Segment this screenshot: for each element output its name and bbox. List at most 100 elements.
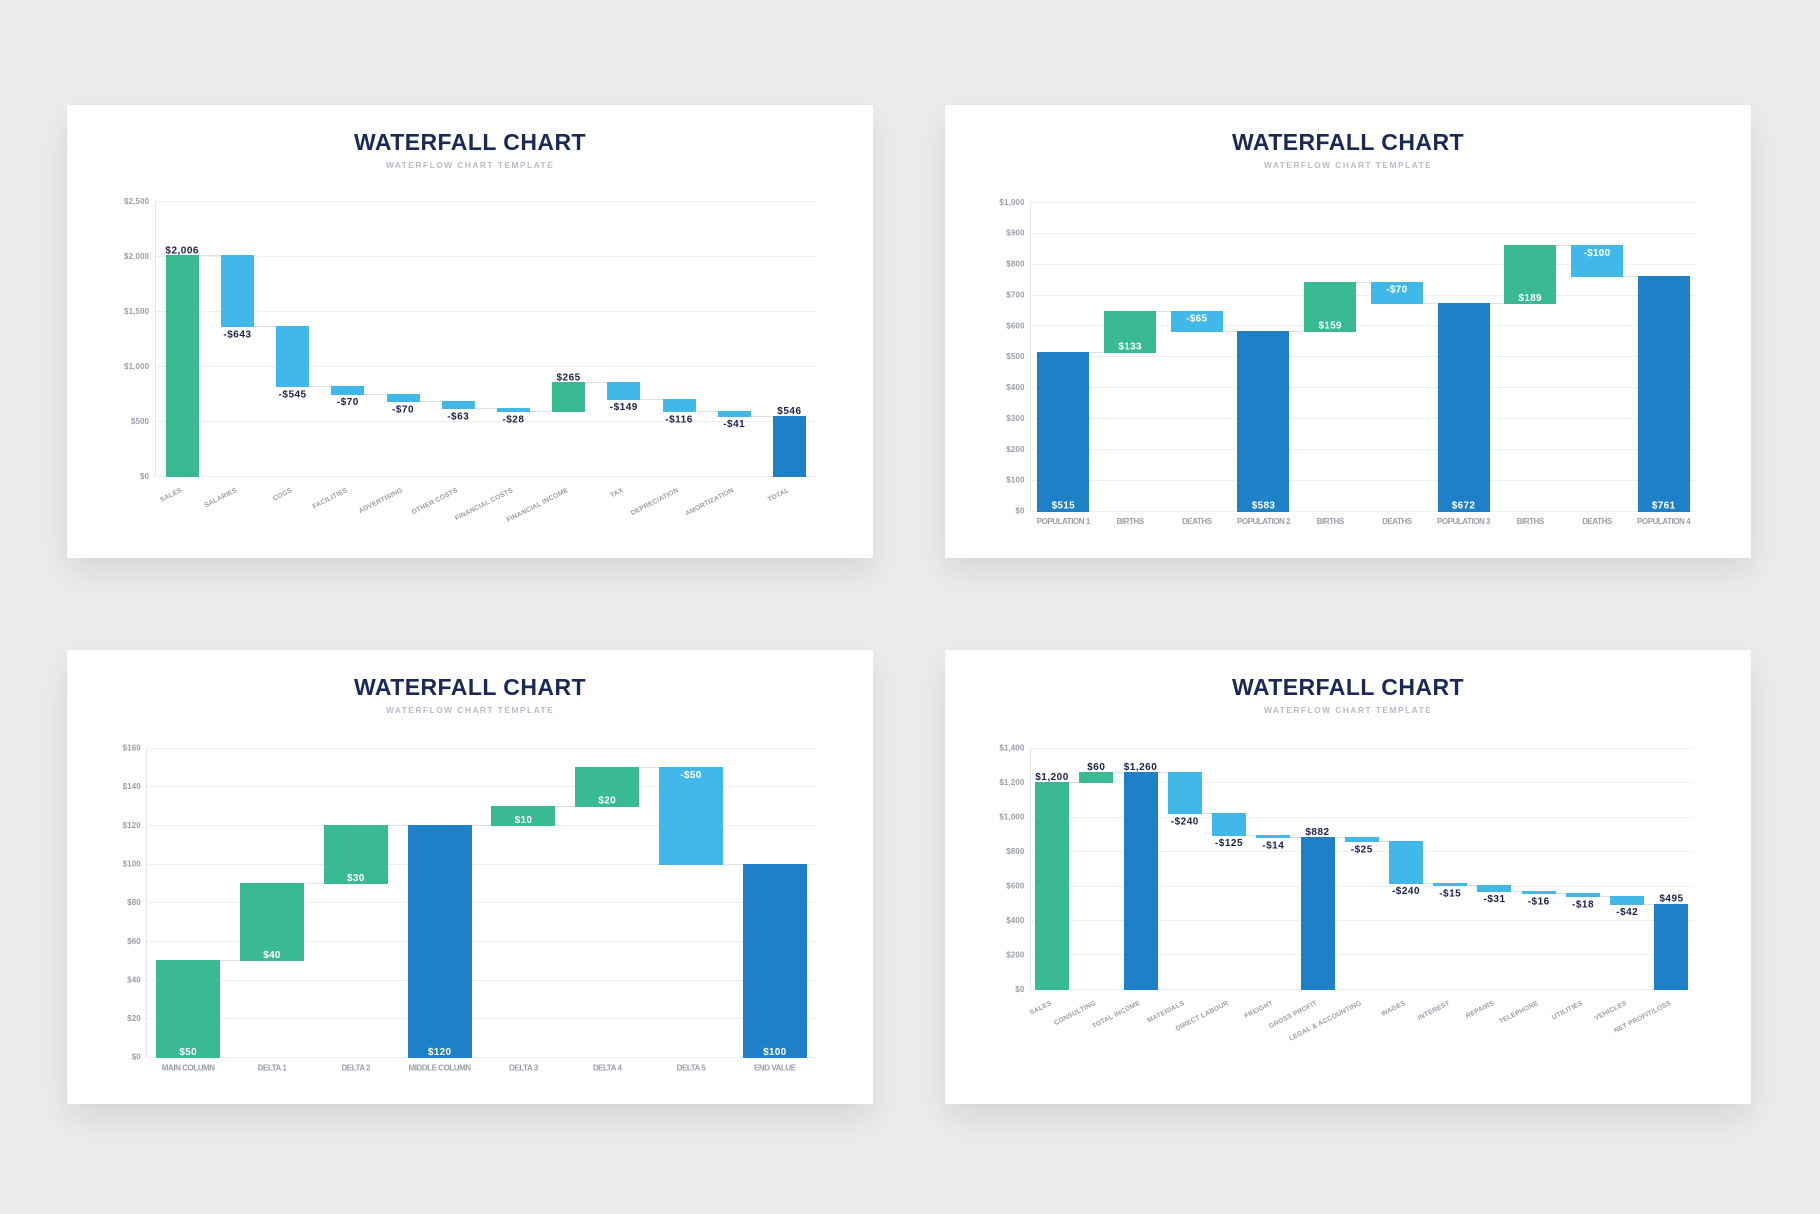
svg-text:$40: $40 <box>127 975 141 984</box>
svg-text:$140: $140 <box>123 782 142 791</box>
svg-text:-$65: -$65 <box>1186 314 1207 325</box>
svg-text:$0: $0 <box>132 1053 142 1062</box>
svg-text:$100: $100 <box>123 860 142 869</box>
svg-text:COGS: COGS <box>272 487 294 503</box>
svg-text:$265: $265 <box>556 372 580 383</box>
svg-text:LEGAL & ACCOUNTING: LEGAL & ACCOUNTING <box>1288 1000 1363 1043</box>
svg-text:FREIGHT: FREIGHT <box>1244 1000 1275 1021</box>
svg-text:$0: $0 <box>1015 985 1025 994</box>
svg-text:DELTA 4: DELTA 4 <box>593 1063 623 1072</box>
svg-text:POPULATION 4: POPULATION 4 <box>1637 517 1691 526</box>
svg-text:-$42: -$42 <box>1616 907 1638 918</box>
svg-text:WAGES: WAGES <box>1381 1000 1408 1018</box>
svg-text:-$116: -$116 <box>665 415 693 426</box>
svg-text:INTEREST: INTEREST <box>1417 1000 1452 1022</box>
svg-text:FACILITIES: FACILITIES <box>312 487 349 511</box>
svg-text:$500: $500 <box>131 417 150 426</box>
svg-text:TAX: TAX <box>609 487 625 500</box>
svg-text:$1,400: $1,400 <box>999 744 1025 753</box>
svg-text:-$14: -$14 <box>1262 841 1284 852</box>
svg-text:$1,200: $1,200 <box>999 778 1025 787</box>
svg-text:$2,006: $2,006 <box>165 245 199 256</box>
svg-text:-$15: -$15 <box>1439 889 1461 900</box>
svg-text:-$70: -$70 <box>337 397 359 408</box>
svg-text:SALES: SALES <box>159 487 183 504</box>
svg-text:$672: $672 <box>1452 501 1476 512</box>
svg-text:$800: $800 <box>1006 260 1025 269</box>
svg-text:$583: $583 <box>1252 501 1276 512</box>
svg-text:BIRTHS: BIRTHS <box>1517 517 1545 526</box>
svg-text:$2,500: $2,500 <box>124 197 150 206</box>
svg-text:$400: $400 <box>1006 916 1025 925</box>
svg-text:$120: $120 <box>123 821 142 830</box>
svg-text:-$643: -$643 <box>223 329 251 340</box>
svg-text:SALES: SALES <box>1029 1000 1053 1017</box>
svg-text:$20: $20 <box>598 796 616 807</box>
svg-text:DEATHS: DEATHS <box>1182 517 1213 526</box>
svg-text:REPAIRS: REPAIRS <box>1465 1000 1496 1020</box>
svg-text:$40: $40 <box>263 950 281 961</box>
svg-text:AMORTIZATION: AMORTIZATION <box>684 487 735 517</box>
svg-text:$120: $120 <box>428 1047 452 1058</box>
svg-text:$1,500: $1,500 <box>124 307 150 316</box>
svg-text:$100: $100 <box>1006 476 1025 485</box>
svg-text:DEPRECIATION: DEPRECIATION <box>630 487 680 517</box>
svg-text:$0: $0 <box>140 472 150 481</box>
svg-text:END VALUE: END VALUE <box>754 1063 797 1072</box>
svg-text:-$41: -$41 <box>723 419 745 430</box>
svg-text:$900: $900 <box>1006 229 1025 238</box>
svg-text:$50: $50 <box>179 1047 197 1058</box>
svg-text:-$149: -$149 <box>610 402 638 413</box>
svg-text:$1,200: $1,200 <box>1035 772 1069 783</box>
svg-text:$546: $546 <box>777 406 801 417</box>
svg-text:$761: $761 <box>1652 501 1676 512</box>
svg-text:-$240: -$240 <box>1392 886 1420 897</box>
svg-text:$515: $515 <box>1052 501 1076 512</box>
svg-text:SALARIES: SALARIES <box>203 487 238 510</box>
svg-text:$600: $600 <box>1006 321 1025 330</box>
svg-text:$159: $159 <box>1318 321 1342 332</box>
svg-text:$300: $300 <box>1006 414 1025 423</box>
svg-text:$189: $189 <box>1518 293 1542 304</box>
svg-text:$2,000: $2,000 <box>124 252 150 261</box>
svg-text:DELTA 2: DELTA 2 <box>341 1063 371 1072</box>
svg-text:TOTAL INCOME: TOTAL INCOME <box>1091 1000 1141 1030</box>
svg-text:$882: $882 <box>1305 827 1329 838</box>
svg-text:$20: $20 <box>127 1014 141 1023</box>
svg-text:-$70: -$70 <box>392 405 414 416</box>
svg-text:MIDDLE COLUMN: MIDDLE COLUMN <box>409 1063 472 1072</box>
svg-text:TOTAL: TOTAL <box>767 487 790 504</box>
svg-text:CONSULTING: CONSULTING <box>1053 1000 1097 1027</box>
svg-text:-$28: -$28 <box>502 415 524 426</box>
svg-text:OTHER COSTS: OTHER COSTS <box>411 487 460 516</box>
svg-text:$0: $0 <box>1015 507 1025 516</box>
svg-text:$400: $400 <box>1006 383 1025 392</box>
svg-text:-$545: -$545 <box>279 389 307 400</box>
svg-text:DELTA 3: DELTA 3 <box>509 1063 539 1072</box>
svg-text:$100: $100 <box>763 1047 787 1058</box>
svg-text:-$70: -$70 <box>1386 285 1407 296</box>
svg-text:$800: $800 <box>1006 847 1025 856</box>
svg-text:-$63: -$63 <box>447 412 469 423</box>
svg-text:$133: $133 <box>1118 342 1142 353</box>
svg-text:$1,260: $1,260 <box>1124 762 1158 773</box>
svg-text:$1,000: $1,000 <box>124 362 150 371</box>
svg-text:$600: $600 <box>1006 882 1025 891</box>
svg-text:$30: $30 <box>347 873 365 884</box>
svg-text:DEATHS: DEATHS <box>1382 517 1413 526</box>
svg-text:$1,000: $1,000 <box>999 198 1025 207</box>
svg-text:BIRTHS: BIRTHS <box>1117 517 1145 526</box>
svg-text:$495: $495 <box>1659 894 1683 905</box>
svg-text:-$50: -$50 <box>680 770 701 781</box>
svg-text:POPULATION 1: POPULATION 1 <box>1037 517 1091 526</box>
svg-text:POPULATION 2: POPULATION 2 <box>1237 517 1291 526</box>
svg-text:$200: $200 <box>1006 445 1025 454</box>
svg-text:$1,000: $1,000 <box>999 813 1025 822</box>
svg-text:TELEPHONE: TELEPHONE <box>1498 1000 1540 1026</box>
svg-text:$160: $160 <box>123 744 142 753</box>
svg-text:VEHICLES: VEHICLES <box>1594 1000 1629 1022</box>
svg-text:-$100: -$100 <box>1583 248 1610 259</box>
svg-text:-$18: -$18 <box>1572 900 1594 911</box>
svg-text:POPULATION 3: POPULATION 3 <box>1437 517 1491 526</box>
svg-text:$10: $10 <box>515 815 533 826</box>
